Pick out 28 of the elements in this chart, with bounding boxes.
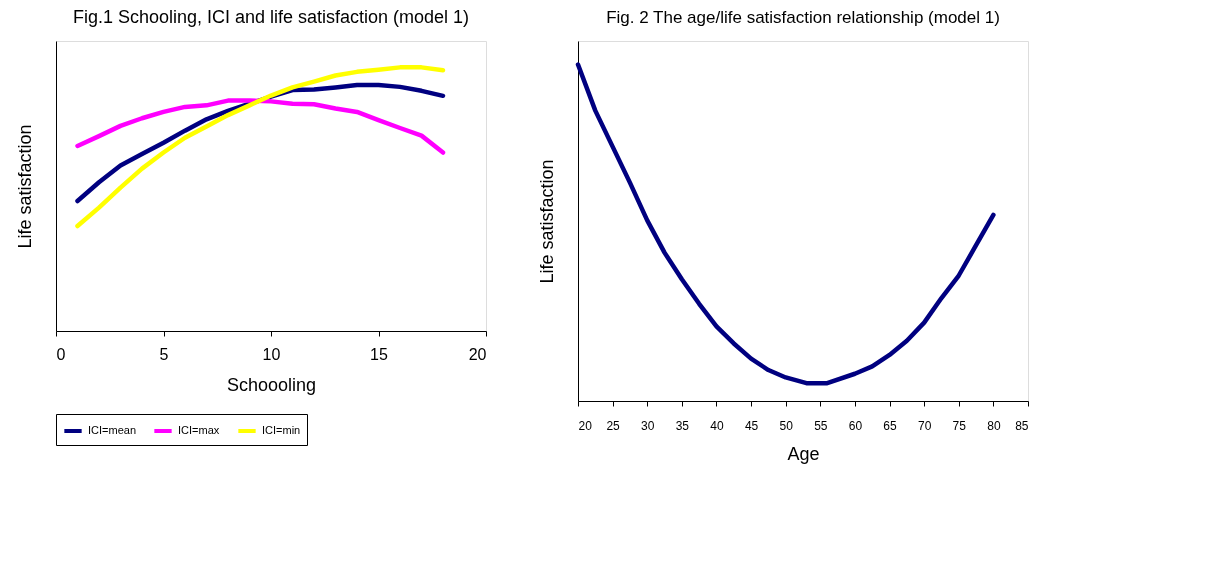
y-axis-title: Life satisfaction [14, 124, 35, 249]
x-axis-title: Schoooling [226, 374, 317, 395]
x-tick-label: 85 [1015, 418, 1029, 433]
x-tick-label: 35 [675, 418, 690, 433]
chart-title: Fig.1 Schooling, ICI and life satisfaction (model 1) [72, 7, 470, 27]
x-tick-label: 25 [606, 418, 621, 433]
x-tick-label: 40 [710, 418, 724, 433]
x-tick-label: 20 [578, 418, 593, 433]
x-tick-label: 50 [779, 418, 794, 433]
x-tick-label: 0 [56, 345, 66, 363]
x-tick-label: 60 [848, 418, 863, 433]
legend-label: ICI=min [262, 424, 301, 436]
x-tick-label: 65 [883, 418, 898, 433]
x-tick-label: 10 [262, 345, 281, 363]
x-tick-label: 5 [159, 345, 169, 363]
x-tick-label: 15 [370, 345, 388, 363]
y-axis-title: Life satisfaction [536, 159, 557, 284]
x-axis-title: Age [787, 443, 820, 464]
x-tick-label: 55 [814, 418, 828, 433]
x-tick-label: 70 [917, 418, 932, 433]
x-tick-label: 75 [952, 418, 967, 433]
legend-label: ICI=mean [88, 424, 136, 436]
chart-title: Fig. 2 The age/life satisfaction relationship (model 1) [606, 8, 1000, 27]
x-tick-label: 30 [641, 418, 655, 433]
legend-label: ICI=max [178, 424, 220, 436]
x-tick-label: 20 [468, 345, 487, 363]
x-tick-label: 80 [987, 418, 1001, 433]
x-tick-label: 45 [744, 418, 759, 433]
